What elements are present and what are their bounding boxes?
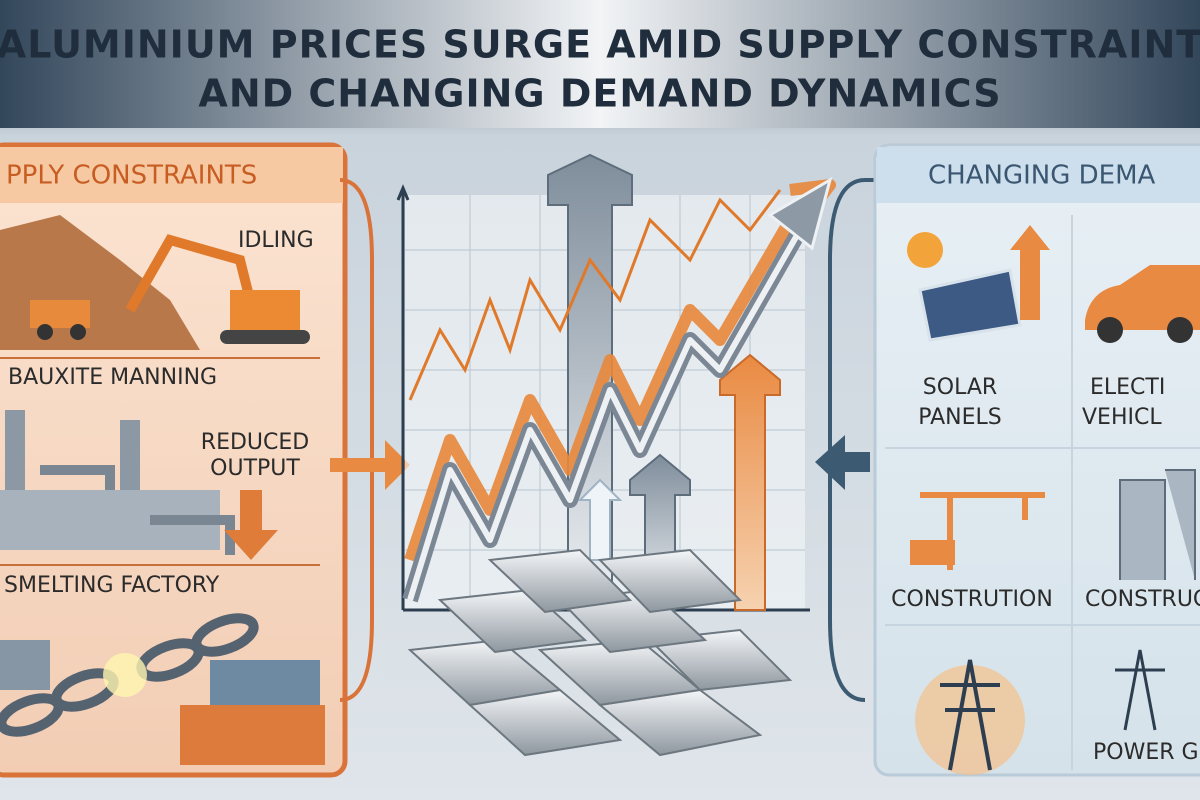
supply-item: SMELTING FACTORY bbox=[4, 573, 220, 598]
title-band bbox=[0, 0, 1200, 128]
right-arrow bbox=[330, 440, 410, 490]
glow bbox=[915, 665, 1025, 775]
excavator-body bbox=[230, 290, 300, 330]
excavator bbox=[910, 540, 955, 565]
sun bbox=[907, 232, 943, 268]
supply-heading-band bbox=[0, 147, 343, 203]
reduced-output-line: OUTPUT bbox=[210, 456, 300, 481]
wheel bbox=[1167, 317, 1193, 343]
excavator-track bbox=[220, 330, 310, 344]
up-arrow bbox=[577, 478, 623, 561]
demand-item-line: CONSTRUC bbox=[1085, 587, 1200, 612]
price-trend-highlight bbox=[407, 228, 803, 601]
y-axis bbox=[396, 184, 410, 610]
supply-item: BAUXITE MANNING bbox=[8, 365, 217, 390]
wheel bbox=[70, 324, 86, 340]
container bbox=[210, 660, 320, 710]
demand-item-line: POWER G bbox=[1093, 740, 1199, 765]
up-arrow bbox=[719, 353, 781, 611]
car bbox=[1085, 265, 1200, 330]
demand-item-line: CONSTRUTION bbox=[891, 587, 1053, 612]
demand-heading: CHANGING DEMA bbox=[928, 161, 1155, 191]
bracket bbox=[828, 178, 866, 702]
demand-item-line: SOLAR bbox=[923, 375, 997, 400]
demand-item-line: VEHICL bbox=[1082, 405, 1162, 430]
pylon bbox=[940, 659, 1000, 771]
break-flash bbox=[103, 653, 147, 697]
reduced-output-line: REDUCED bbox=[201, 430, 309, 455]
wheel bbox=[1097, 317, 1123, 343]
demand-heading-band bbox=[877, 147, 1200, 203]
pipe bbox=[40, 465, 115, 490]
bracket bbox=[339, 178, 374, 702]
buildings bbox=[1119, 469, 1196, 580]
down-arrow bbox=[224, 490, 278, 560]
pylon bbox=[1115, 649, 1165, 731]
title-line: ALUMINIUM PRICES SURGE AMID SUPPLY CONST… bbox=[0, 23, 1200, 67]
container bbox=[180, 705, 325, 765]
demand-item-line: ELECTI bbox=[1090, 375, 1165, 400]
trend-arrowhead bbox=[767, 176, 833, 251]
pipe bbox=[150, 515, 235, 555]
supply-heading: PPLY CONSTRAINTS bbox=[6, 161, 257, 191]
wheel bbox=[37, 324, 53, 340]
demand-item-line: PANELS bbox=[918, 405, 1002, 430]
title-line: AND CHANGING DEMAND DYNAMICS bbox=[198, 72, 1001, 116]
excavator-arm bbox=[125, 234, 255, 313]
supply-item: IDLING bbox=[238, 228, 314, 253]
ingot-stack bbox=[407, 548, 793, 757]
price-line bbox=[408, 189, 782, 401]
left-arrow bbox=[815, 435, 870, 490]
dump-truck bbox=[30, 300, 90, 328]
up-arrow bbox=[1010, 225, 1050, 320]
container bbox=[0, 640, 50, 690]
solar-panel bbox=[918, 268, 1022, 342]
